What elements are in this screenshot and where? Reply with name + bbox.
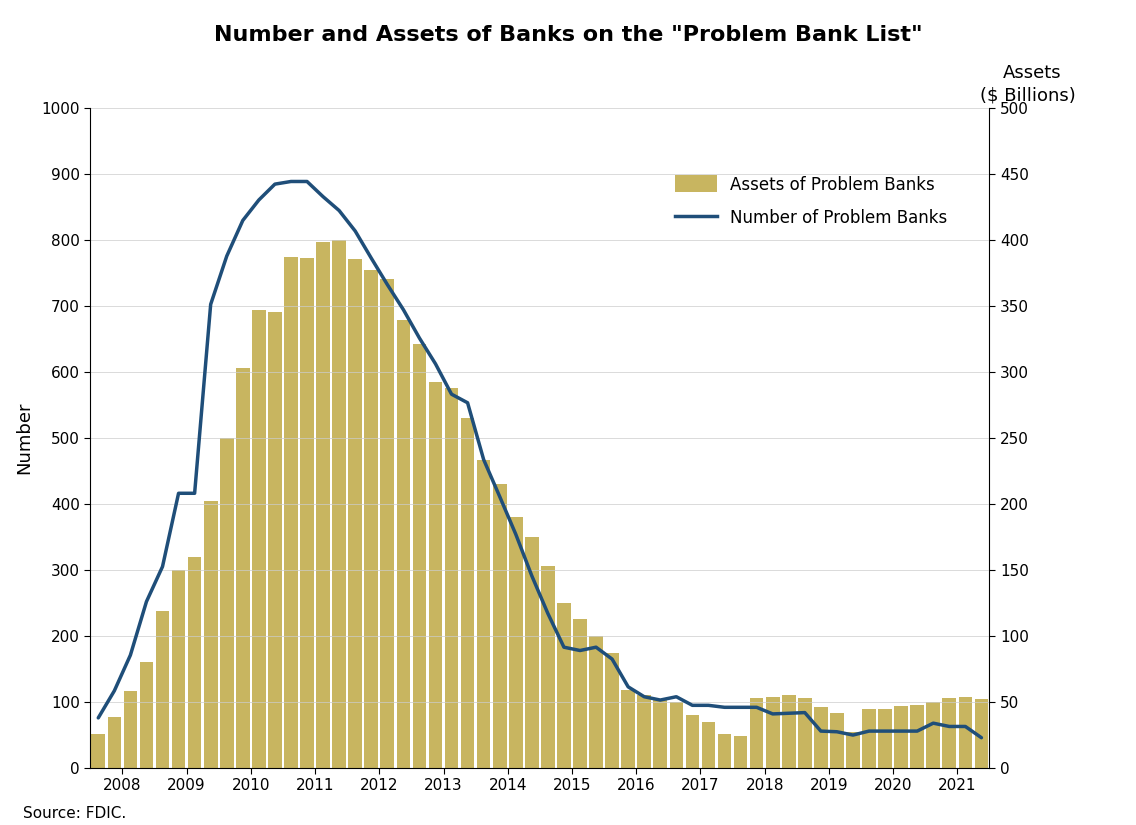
Bar xyxy=(927,702,941,768)
Bar xyxy=(444,388,458,768)
Text: ($ Billions): ($ Billions) xyxy=(980,87,1076,105)
Bar xyxy=(621,691,635,768)
Bar xyxy=(830,713,844,768)
Bar xyxy=(108,717,122,768)
Bar xyxy=(590,636,603,768)
Bar xyxy=(782,695,795,768)
Bar xyxy=(428,382,442,768)
Bar xyxy=(156,610,169,768)
Bar xyxy=(702,722,716,768)
Bar xyxy=(477,460,491,768)
Bar xyxy=(187,557,201,768)
Bar xyxy=(637,695,651,768)
Bar xyxy=(172,570,185,768)
Bar xyxy=(140,662,153,768)
Bar xyxy=(557,603,570,768)
Bar xyxy=(653,700,667,768)
Bar xyxy=(236,368,250,768)
Bar xyxy=(509,517,523,768)
Bar xyxy=(685,715,700,768)
Bar xyxy=(797,698,811,768)
Text: Number and Assets of Banks on the "Problem Bank List": Number and Assets of Banks on the "Probl… xyxy=(214,25,922,45)
Bar xyxy=(284,257,298,768)
Bar xyxy=(605,653,619,768)
Bar xyxy=(910,705,924,768)
Bar xyxy=(750,698,763,768)
Bar xyxy=(365,270,378,768)
Bar xyxy=(461,418,475,768)
Bar xyxy=(252,309,266,768)
Bar xyxy=(894,706,908,768)
Bar xyxy=(975,700,988,768)
Bar xyxy=(669,702,683,768)
Bar xyxy=(300,258,314,768)
Bar xyxy=(718,733,732,768)
Bar xyxy=(862,709,876,768)
Bar xyxy=(316,243,329,768)
Bar xyxy=(396,320,410,768)
Bar xyxy=(815,707,828,768)
Bar xyxy=(493,484,507,768)
Bar xyxy=(574,619,587,768)
Bar xyxy=(381,279,394,768)
Bar xyxy=(734,737,747,768)
Bar xyxy=(220,438,234,768)
Bar xyxy=(878,709,892,768)
Bar xyxy=(124,691,137,768)
Text: Source: FDIC.: Source: FDIC. xyxy=(23,806,126,821)
Bar xyxy=(525,537,538,768)
Bar xyxy=(541,566,554,768)
Bar xyxy=(766,697,779,768)
Bar xyxy=(92,733,106,768)
Text: Assets: Assets xyxy=(1003,64,1062,82)
Bar xyxy=(268,313,282,768)
Bar xyxy=(959,697,972,768)
Bar xyxy=(412,344,426,768)
Bar xyxy=(349,259,362,768)
Legend: Assets of Problem Banks, Number of Problem Banks: Assets of Problem Banks, Number of Probl… xyxy=(669,168,954,233)
Y-axis label: Number: Number xyxy=(15,402,33,474)
Bar xyxy=(333,239,346,768)
Bar xyxy=(846,733,860,768)
Bar xyxy=(943,698,957,768)
Bar xyxy=(203,502,217,768)
